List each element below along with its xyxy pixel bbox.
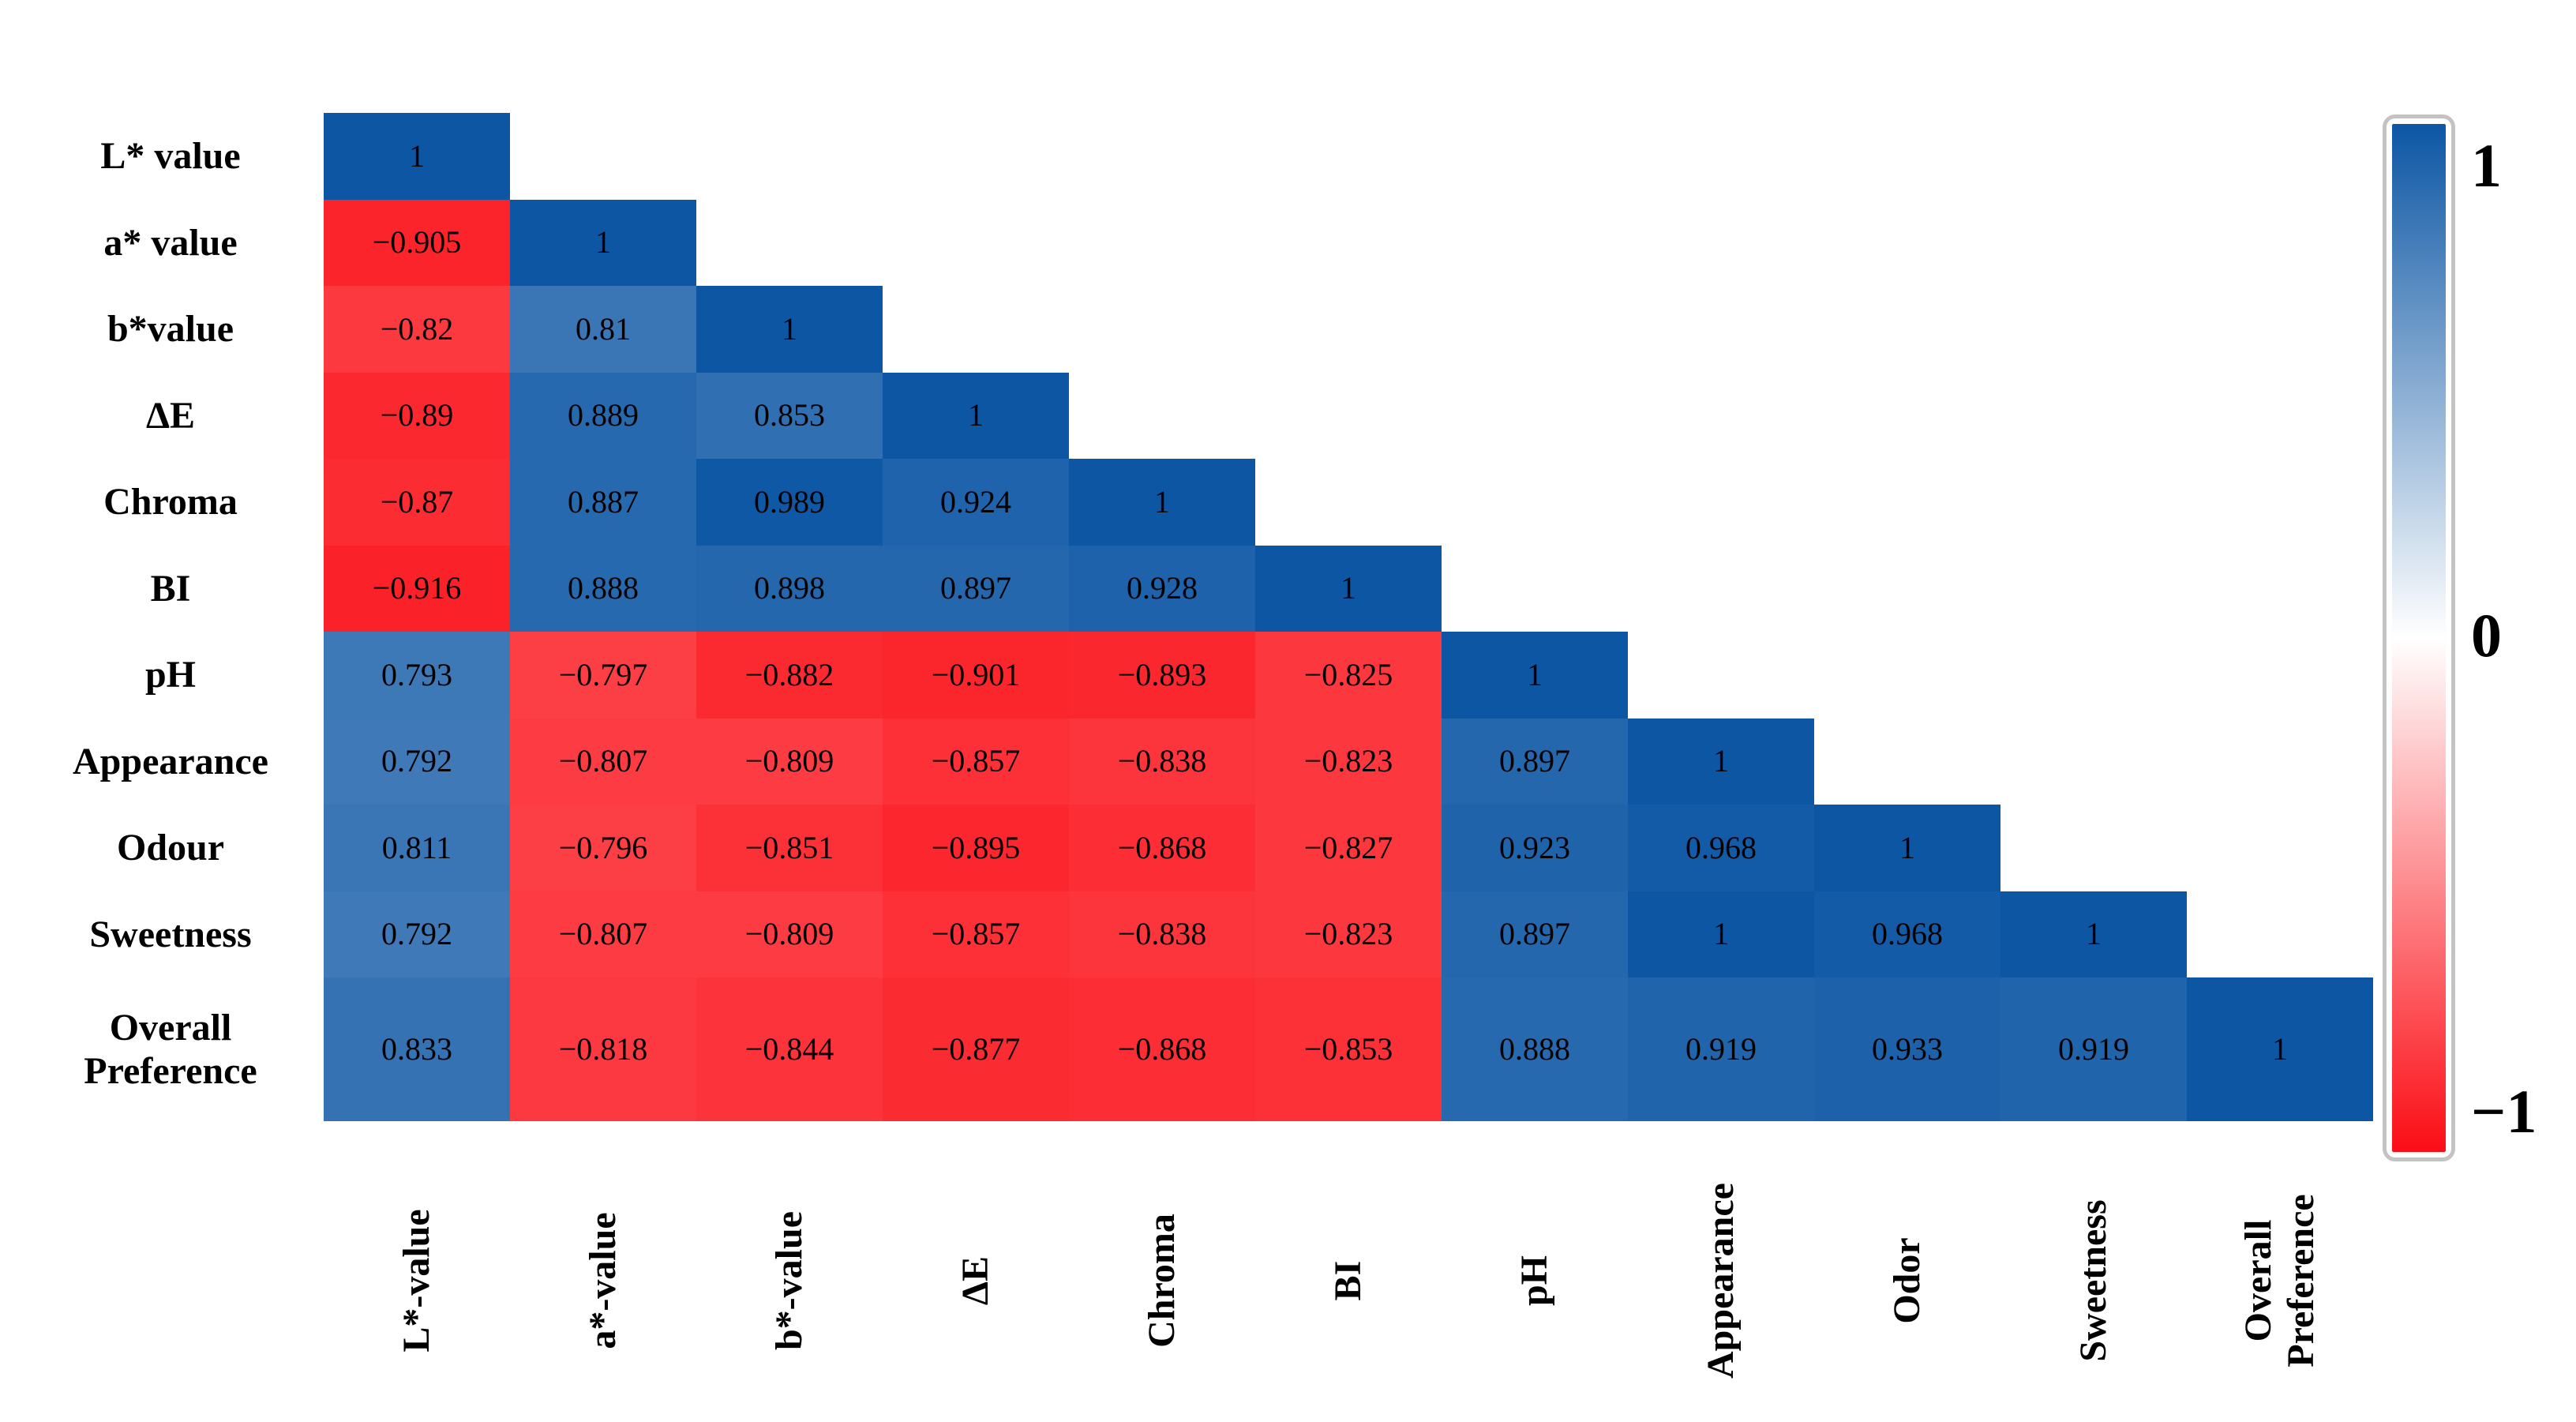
- heatmap-cell: −0.807: [510, 718, 696, 805]
- heatmap-cell: 1: [1628, 718, 1814, 805]
- heatmap-cell: −0.87: [324, 459, 510, 546]
- row-label: L* value: [100, 135, 241, 178]
- colorbar-tick-max: 1: [2471, 131, 2502, 200]
- heatmap-cell: 0.81: [510, 286, 696, 373]
- column-label: Overall Preference: [2237, 1194, 2322, 1368]
- heatmap-cell: 0.833: [324, 977, 510, 1121]
- heatmap-cell: −0.901: [883, 632, 1069, 719]
- heatmap-cell: −0.796: [510, 805, 696, 891]
- heatmap-cell: −0.809: [696, 718, 883, 805]
- heatmap-cell: 1: [2187, 977, 2373, 1121]
- heatmap-cell: 0.989: [696, 459, 883, 546]
- heatmap-cell: 1: [1442, 632, 1628, 719]
- heatmap-cell: −0.825: [1255, 632, 1442, 719]
- heatmap-cell: −0.818: [510, 977, 696, 1121]
- heatmap-cell: 0.792: [324, 891, 510, 977]
- heatmap-cell: 0.968: [1628, 805, 1814, 891]
- heatmap-cell: 1: [1628, 891, 1814, 977]
- colorbar-tick-zero: 0: [2471, 601, 2502, 670]
- heatmap-cell: 1: [2000, 891, 2187, 977]
- heatmap-cell: 0.792: [324, 718, 510, 805]
- heatmap-cell: 1: [1814, 805, 2000, 891]
- row-label: Appearance: [73, 740, 268, 782]
- row-label: Overall Preference: [84, 1006, 257, 1092]
- heatmap-cell: 0.923: [1442, 805, 1628, 891]
- row-label: pH: [144, 654, 197, 696]
- heatmap-cell: −0.868: [1069, 977, 1255, 1121]
- heatmap-cell: 0.924: [883, 459, 1069, 546]
- heatmap-cell: 1: [510, 199, 696, 286]
- heatmap-cell: 0.853: [696, 372, 883, 459]
- heatmap-cell: 0.897: [1442, 891, 1628, 977]
- heatmap-cell: 0.933: [1814, 977, 2000, 1121]
- heatmap-cell: 0.811: [324, 805, 510, 891]
- heatmap-cell: −0.82: [324, 286, 510, 373]
- heatmap-cell: −0.809: [696, 891, 883, 977]
- heatmap-cell: 0.793: [324, 632, 510, 719]
- heatmap-cell: −0.877: [883, 977, 1069, 1121]
- row-label: b*value: [107, 308, 234, 351]
- heatmap-cell: −0.844: [696, 977, 883, 1121]
- heatmap-cell: −0.807: [510, 891, 696, 977]
- row-label: Chroma: [103, 481, 238, 523]
- heatmap-cell: 0.897: [1442, 718, 1628, 805]
- heatmap-cell: −0.916: [324, 545, 510, 632]
- heatmap-cell: 0.898: [696, 545, 883, 632]
- heatmap-cell: −0.89: [324, 372, 510, 459]
- heatmap-cell: 1: [1069, 459, 1255, 546]
- colorbar-tick-min: −1: [2471, 1077, 2537, 1146]
- heatmap-cell: −0.838: [1069, 718, 1255, 805]
- heatmap-cell: 0.888: [510, 545, 696, 632]
- heatmap-cell: −0.853: [1255, 977, 1442, 1121]
- heatmap-cell: −0.882: [696, 632, 883, 719]
- heatmap-cell: 0.968: [1814, 891, 2000, 977]
- heatmap-cell: 0.889: [510, 372, 696, 459]
- row-label: ΔE: [145, 394, 196, 437]
- heatmap-cell: 0.919: [1628, 977, 1814, 1121]
- heatmap-cell: −0.905: [324, 199, 510, 286]
- heatmap-cell: 0.928: [1069, 545, 1255, 632]
- heatmap-cell: −0.895: [883, 805, 1069, 891]
- row-label: Odour: [116, 827, 225, 869]
- heatmap-cell: 1: [1255, 545, 1442, 632]
- heatmap-cell: −0.868: [1069, 805, 1255, 891]
- heatmap-cell: 0.919: [2000, 977, 2187, 1121]
- heatmap-cell: 0.887: [510, 459, 696, 546]
- heatmap-cell: 1: [324, 113, 510, 200]
- heatmap-cell: −0.827: [1255, 805, 1442, 891]
- heatmap-cell: −0.893: [1069, 632, 1255, 719]
- heatmap-cell: −0.823: [1255, 718, 1442, 805]
- heatmap-cell: 1: [696, 286, 883, 373]
- heatmap-cell: −0.851: [696, 805, 883, 891]
- colorbar-gradient: [2392, 124, 2446, 1152]
- heatmap-cell: −0.797: [510, 632, 696, 719]
- row-label: Sweetness: [89, 913, 252, 955]
- heatmap-cell: 1: [883, 372, 1069, 459]
- heatmap-cell: −0.857: [883, 718, 1069, 805]
- heatmap-cell: 0.888: [1442, 977, 1628, 1121]
- heatmap-cell: −0.857: [883, 891, 1069, 977]
- row-label: BI: [150, 567, 191, 610]
- colorbar: [2383, 114, 2455, 1161]
- heatmap-cell: −0.838: [1069, 891, 1255, 977]
- heatmap-cell: −0.823: [1255, 891, 1442, 977]
- row-label: a* value: [103, 221, 238, 264]
- heatmap-cell: 0.897: [883, 545, 1069, 632]
